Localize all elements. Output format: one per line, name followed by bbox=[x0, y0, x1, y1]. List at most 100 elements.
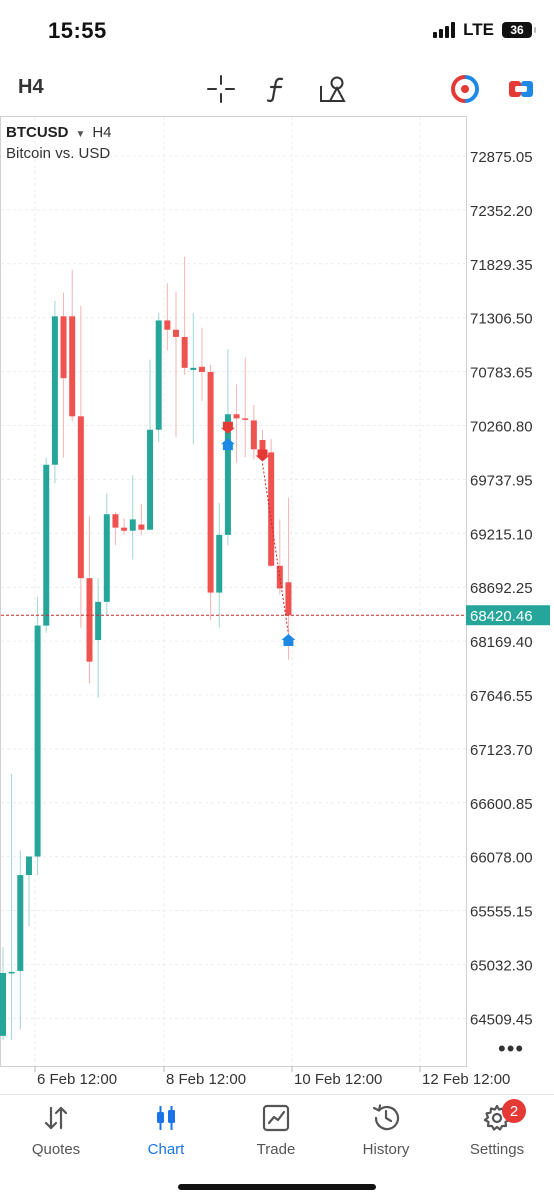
candle-body bbox=[155, 320, 162, 430]
price-label: 65555.15 bbox=[470, 904, 533, 921]
candle-body bbox=[34, 625, 41, 857]
candle-body bbox=[285, 582, 292, 616]
candle-body bbox=[51, 316, 58, 465]
buy-marker-icon bbox=[281, 633, 296, 646]
candle-body bbox=[224, 414, 231, 535]
candle-body bbox=[86, 578, 93, 662]
status-bar: 15:55 LTE 36 bbox=[0, 0, 554, 62]
tab-trade[interactable]: Trade bbox=[221, 1101, 331, 1163]
time-label: 10 Feb 12:00 bbox=[294, 1071, 382, 1088]
price-label: 67123.70 bbox=[470, 742, 533, 759]
candle-body bbox=[207, 371, 214, 593]
price-label: 66078.00 bbox=[470, 850, 533, 867]
bottom-nav: Quotes Chart Trade History 2 bbox=[0, 1094, 554, 1201]
tab-settings-label: Settings bbox=[469, 1141, 525, 1158]
candle-body bbox=[43, 464, 50, 626]
tab-chart-label: Chart bbox=[147, 1141, 185, 1158]
current-price-label: 68420.46 bbox=[470, 608, 533, 625]
status-right: LTE 36 bbox=[433, 20, 536, 40]
candle-body bbox=[268, 452, 275, 566]
battery-level: 36 bbox=[510, 23, 524, 37]
signal-icon bbox=[433, 22, 456, 38]
home-indicator bbox=[178, 1184, 376, 1190]
chart-toolbar: H4 bbox=[0, 62, 554, 116]
price-label: 64509.45 bbox=[470, 1011, 533, 1028]
candle-body bbox=[250, 420, 257, 450]
candle-body bbox=[233, 414, 240, 419]
price-label: 71306.50 bbox=[470, 311, 533, 328]
tab-chart[interactable]: Chart bbox=[111, 1101, 221, 1163]
price-label: 72875.05 bbox=[470, 149, 533, 166]
candle-body bbox=[198, 366, 205, 372]
candle-body bbox=[77, 416, 84, 579]
candle-body bbox=[138, 524, 145, 530]
candle-body bbox=[17, 875, 24, 971]
candle-body bbox=[103, 514, 110, 602]
price-label: 70260.80 bbox=[470, 419, 533, 436]
price-label: 72352.20 bbox=[470, 203, 533, 220]
symbol-description: Bitcoin vs. USD bbox=[6, 145, 111, 162]
price-chart[interactable]: 72875.05 72352.20 71829.35 71306.50 70783.65… bbox=[0, 116, 554, 1094]
tab-history[interactable]: History bbox=[331, 1101, 441, 1163]
sell-marker-icon bbox=[255, 449, 270, 462]
candle-body bbox=[242, 418, 249, 420]
tab-quotes[interactable]: Quotes bbox=[1, 1101, 111, 1163]
battery-icon: 36 bbox=[502, 22, 536, 38]
candle-body bbox=[95, 601, 102, 641]
candle-body bbox=[259, 440, 266, 453]
price-label: 68169.40 bbox=[470, 634, 533, 651]
price-label: 67646.55 bbox=[470, 688, 533, 705]
chart-area[interactable]: 72875.05 72352.20 71829.35 71306.50 70783.65… bbox=[0, 116, 554, 1094]
time-axis: 6 Feb 12:00 8 Feb 12:00 10 Feb 12:00 12 Feb… bbox=[34, 1066, 510, 1088]
candle-body bbox=[164, 320, 171, 330]
trade-markers bbox=[1, 421, 466, 646]
timeframe-button[interactable]: H4 bbox=[18, 76, 44, 98]
candle-body bbox=[60, 316, 67, 379]
tab-quotes-label: Quotes bbox=[31, 1141, 81, 1158]
candles bbox=[0, 256, 292, 1040]
symbol-name: BTCUSD bbox=[6, 124, 69, 141]
tab-settings[interactable]: 2 Settings bbox=[442, 1099, 552, 1163]
time-label: 6 Feb 12:00 bbox=[37, 1071, 117, 1088]
candle-body bbox=[121, 527, 128, 531]
candle-body bbox=[112, 514, 119, 528]
candle-body bbox=[181, 336, 188, 368]
plot-border bbox=[0, 116, 467, 1067]
one-click-trading-icon[interactable] bbox=[448, 72, 482, 106]
price-axis: 72875.05 72352.20 71829.35 71306.50 70783.65… bbox=[466, 149, 550, 1028]
symbol-timeframe: H4 bbox=[92, 124, 112, 141]
price-label: 66600.85 bbox=[470, 796, 533, 813]
tab-history-label: History bbox=[362, 1141, 410, 1158]
settings-badge: 2 bbox=[502, 1099, 526, 1123]
crosshair-icon[interactable] bbox=[204, 72, 238, 106]
tab-trade-label: Trade bbox=[256, 1141, 296, 1158]
trade-icon bbox=[259, 1101, 293, 1135]
time-label: 8 Feb 12:00 bbox=[166, 1071, 246, 1088]
chart-grid bbox=[0, 116, 467, 1067]
trade-line bbox=[262, 463, 289, 635]
candle-body bbox=[69, 316, 76, 417]
price-label: 71829.35 bbox=[470, 257, 533, 274]
history-icon bbox=[369, 1101, 403, 1135]
time-label: 12 Feb 12:00 bbox=[422, 1071, 510, 1088]
candle-body bbox=[25, 856, 32, 876]
candle-body bbox=[129, 519, 136, 531]
price-label: 70783.65 bbox=[470, 365, 533, 382]
function-icon[interactable] bbox=[260, 72, 294, 106]
status-time: 15:55 bbox=[48, 18, 107, 43]
current-price-tag bbox=[466, 605, 550, 626]
price-label: 68692.25 bbox=[470, 580, 533, 597]
candle-body bbox=[173, 329, 179, 337]
price-label: 69737.95 bbox=[470, 472, 533, 489]
sell-marker-icon bbox=[220, 421, 235, 434]
price-label: 69215.10 bbox=[470, 526, 533, 543]
symbol-label: BTCUSD ▼ H4 bbox=[6, 124, 112, 141]
objects-icon[interactable] bbox=[316, 72, 350, 106]
chart-icon bbox=[149, 1101, 183, 1135]
candle-body bbox=[276, 565, 283, 589]
buy-marker-icon bbox=[220, 438, 235, 451]
more-icon[interactable]: ••• bbox=[498, 1036, 525, 1061]
trade-toggle-icon[interactable] bbox=[504, 72, 538, 106]
price-label: 65032.30 bbox=[470, 958, 533, 975]
candle-body bbox=[147, 429, 154, 530]
